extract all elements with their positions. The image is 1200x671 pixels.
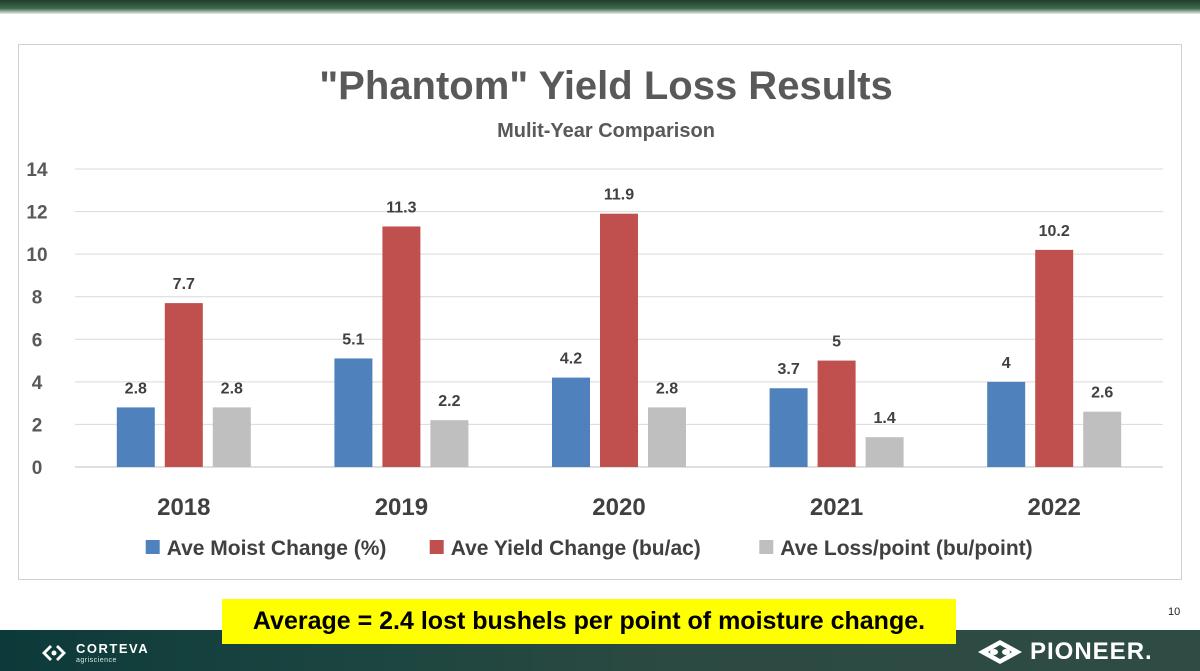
bar (817, 360, 856, 467)
bar (552, 377, 590, 467)
data-label: 2.8 (656, 380, 678, 397)
data-label: 2.2 (438, 393, 460, 410)
callout-banner: Average = 2.4 lost bushels per point of … (222, 599, 956, 644)
category-label: 2018 (157, 494, 210, 521)
pioneer-logo: PIONEER. (976, 638, 1153, 666)
y-tick-label: 8 (32, 288, 43, 309)
pioneer-wordmark: PIONEER. (1030, 638, 1153, 665)
data-label: 2.8 (125, 380, 147, 397)
data-label: 11.3 (386, 199, 416, 216)
legend-swatch (429, 540, 444, 554)
category-label: 2021 (810, 494, 863, 521)
y-tick-label: 10 (26, 245, 47, 266)
legend-swatch (759, 540, 774, 554)
corteva-tagline: agriscience (76, 657, 117, 664)
data-label: 11.9 (604, 187, 634, 204)
category-labels: 2018 2019 2020 2021 2022 (157, 494, 1081, 521)
data-label: 2.8 (221, 380, 243, 397)
y-tick-label: 4 (32, 373, 43, 394)
data-label: 3.7 (777, 361, 799, 378)
data-labels: 2.8 7.7 2.8 5.1 11.3 2.2 4.2 11.9 2.8 3.7 5 1.4 4 10.… (125, 187, 1114, 428)
chart-frame: "Phantom" Yield Loss Results Mulit-Year … (18, 44, 1182, 580)
bar (116, 407, 155, 467)
bars (116, 213, 1122, 467)
chart-subtitle: Mulit-Year Comparison (497, 120, 715, 142)
top-stripe (0, 0, 1200, 14)
chart-title: "Phantom" Yield Loss Results (319, 64, 893, 108)
data-label: 5.1 (342, 331, 364, 348)
bar-chart: "Phantom" Yield Loss Results Mulit-Year … (26, 64, 1163, 560)
data-label: 4 (1002, 355, 1011, 372)
bar (212, 407, 251, 467)
page-number: 10 (1168, 606, 1181, 618)
corteva-logo: CORTEVA agriscience (40, 642, 149, 664)
bar (865, 437, 904, 467)
legend-label: Ave Yield Change (bu/ac) (451, 537, 701, 560)
bar (987, 381, 1026, 467)
legend-label: Ave Loss/point (bu/point) (780, 537, 1032, 560)
y-tick-label: 6 (32, 330, 43, 351)
pioneer-seed-icon (978, 640, 1022, 664)
bar (648, 407, 686, 467)
category-label: 2022 (1028, 494, 1081, 521)
legend: Ave Moist Change (%) Ave Yield Change (bu… (145, 537, 1033, 560)
data-label: 7.7 (173, 276, 195, 293)
bar (600, 213, 638, 467)
bar (769, 388, 808, 467)
data-label: 5 (832, 334, 841, 351)
data-label: 1.4 (873, 410, 895, 427)
callout-text: Average = 2.4 lost bushels per point of … (252, 607, 926, 635)
category-label: 2020 (592, 494, 645, 521)
y-tick-label: 2 (32, 415, 43, 436)
bar (1035, 249, 1074, 467)
y-axis-ticks: 0 2 4 6 8 10 12 14 (26, 160, 48, 479)
corteva-leaf-icon (42, 645, 66, 661)
data-label: 10.2 (1039, 223, 1070, 240)
data-label: 2.6 (1091, 385, 1113, 402)
bar (382, 226, 421, 467)
y-tick-label: 14 (26, 160, 48, 181)
bar (430, 420, 469, 467)
legend-swatch (145, 540, 160, 554)
y-tick-label: 0 (32, 458, 43, 479)
bar (164, 303, 203, 467)
y-tick-label: 12 (26, 203, 47, 224)
category-label: 2019 (375, 494, 428, 521)
legend-label: Ave Moist Change (%) (167, 537, 387, 560)
bar (1083, 411, 1122, 467)
bar (334, 358, 373, 467)
data-label: 4.2 (560, 351, 582, 368)
corteva-wordmark: CORTEVA (76, 641, 150, 656)
